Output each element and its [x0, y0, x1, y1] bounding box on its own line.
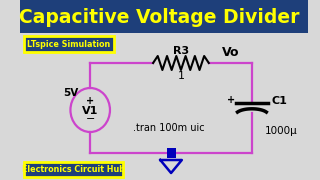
Text: LTspice Simulation: LTspice Simulation — [27, 39, 110, 48]
Text: .tran 100m uic: .tran 100m uic — [132, 123, 204, 133]
FancyBboxPatch shape — [167, 148, 176, 158]
Text: 1: 1 — [178, 71, 184, 81]
Text: +: + — [86, 96, 94, 106]
Text: Electronics Circuit Hub: Electronics Circuit Hub — [22, 165, 124, 174]
Text: −: − — [85, 114, 95, 124]
Text: +: + — [227, 95, 235, 105]
Text: Capacitive Voltage Divider: Capacitive Voltage Divider — [19, 8, 300, 26]
Text: 5V: 5V — [63, 88, 78, 98]
FancyBboxPatch shape — [24, 36, 114, 52]
Text: 1000μ: 1000μ — [265, 126, 297, 136]
Text: R3: R3 — [173, 46, 189, 56]
Text: V1: V1 — [82, 106, 98, 116]
FancyBboxPatch shape — [24, 162, 123, 177]
FancyBboxPatch shape — [20, 0, 308, 33]
Text: Vo: Vo — [222, 46, 240, 58]
Text: C1: C1 — [272, 96, 288, 106]
